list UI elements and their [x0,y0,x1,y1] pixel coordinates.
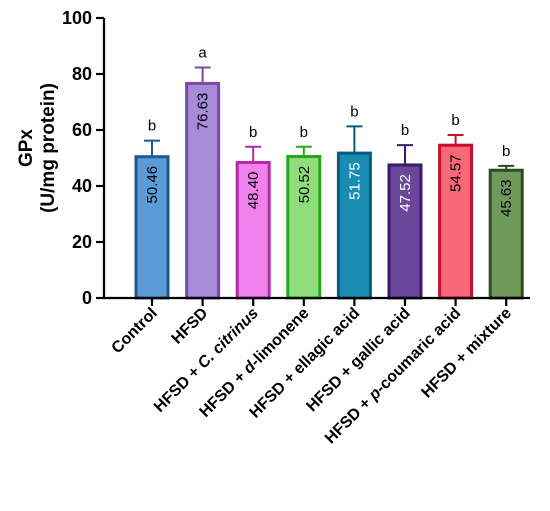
y-axis-title: GPx (U/mg protein) [16,83,59,213]
bar [286,155,322,300]
x-category-label-part: HFSD + mixture [418,305,515,402]
bar-group: 47.52 b [387,122,423,300]
x-category-label-part: -coumaric acid [373,305,465,397]
bar-value-label: 47.52 [397,174,414,212]
y-tick-label: 60 [72,120,92,140]
bar [134,155,170,300]
significance-letter: b [502,143,510,160]
y-tick-label: 40 [72,176,92,196]
bar [336,151,372,300]
significance-letter: a [198,45,207,62]
bar-value-label: 50.46 [144,166,161,204]
significance-letter: b [249,124,257,141]
bar-group: 76.63 a [185,45,221,300]
bar-value-label: 45.63 [498,179,515,217]
y-axis-label-line1: GPx [16,129,37,167]
y-tick-label: 20 [72,232,92,252]
bar [438,143,474,300]
bar-value-label: 51.75 [346,162,363,200]
y-tick-label: 0 [82,288,92,308]
y-axis-label-line2: (U/mg protein) [38,83,59,213]
x-category-label: HFSD [169,305,212,348]
bar-group: 54.57 b [438,112,474,300]
bar-group: 48.40 b [235,124,271,300]
significance-letter: b [148,118,156,135]
y-tick-label: 80 [72,64,92,84]
bar-value-label: 48.40 [245,172,262,210]
bar-series: 50.46b 76.63a48.40b50.52b51.75b47.52b54.5… [134,45,524,300]
y-axis: 0 20 40 60 80 100 [62,8,106,308]
bar-group: 50.46 b [134,118,170,300]
bar-value-label: 76.63 [195,93,212,131]
x-category-label-part: HFSD [169,305,212,348]
significance-letter: b [401,122,409,139]
significance-letter: b [350,103,358,120]
bar-value-label: 54.57 [448,154,465,192]
bar-value-label: 50.52 [296,166,313,204]
bar-group: 51.75 b [336,103,372,300]
bar [235,160,271,300]
bar-group: 50.52 b [286,124,322,300]
x-category-label: Control [109,305,161,357]
significance-letter: b [451,112,459,129]
x-category-label-part: Control [109,305,161,357]
y-tick-label: 100 [62,8,92,28]
bar-group: 45.63 b [488,143,524,300]
bar [185,81,221,300]
x-category-label: HFSD + mixture [418,305,515,402]
significance-letter: b [300,124,308,141]
